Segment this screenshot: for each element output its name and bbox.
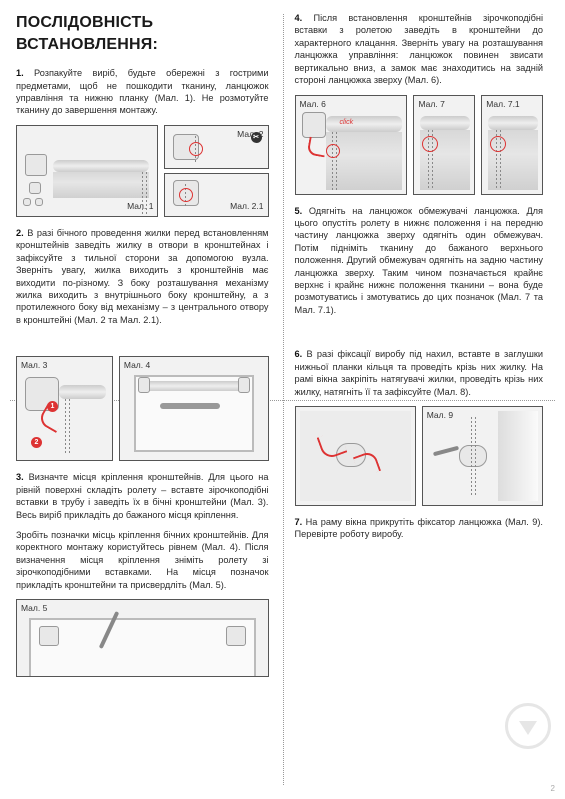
figure-7: Мал. 7 (413, 95, 475, 195)
figure-2: Мал. 2 ✂ (164, 125, 268, 169)
fig4-label: Мал. 4 (124, 360, 150, 371)
left-column: ПОСЛІДОВНІСТЬ ВСТАНОВЛЕННЯ: 1. Розпакуйт… (0, 0, 283, 799)
figure-7-1: Мал. 7.1 (481, 95, 543, 195)
step-3a-text: 3. Визначте місця кріплення кронштейнів.… (16, 471, 269, 521)
figure-8: Мал. 8 (295, 406, 416, 506)
page-title: ПОСЛІДОВНІСТЬ ВСТАНОВЛЕННЯ: (16, 12, 269, 55)
fig-row-1: Мал. 1 Мал. 2 ✂ Мал. 2.1 (16, 125, 269, 217)
fig-row-3: Мал. 5 (16, 599, 269, 677)
fig7-label: Мал. 7 (418, 99, 444, 110)
badge-2: 2 (31, 437, 42, 448)
figure-9: Мал. 9 (422, 406, 543, 506)
step-2-text: 2. В разі бічного проведення жилки перед… (16, 227, 269, 326)
figure-2-1: Мал. 2.1 (164, 173, 268, 217)
click-label: click (340, 118, 354, 127)
figure-5: Мал. 5 (16, 599, 269, 677)
fig6-label: Мал. 6 (300, 99, 326, 110)
step-4-text: 4. Після встановлення кронштейнів зірочк… (295, 12, 544, 87)
figure-1: Мал. 1 (16, 125, 158, 217)
fig1-label: Мал. 1 (127, 201, 153, 212)
fig71-label: Мал. 7.1 (486, 99, 519, 110)
step-6-text: 6. В разі фіксації виробу під нахил, вст… (295, 348, 544, 398)
fig5-label: Мал. 5 (21, 603, 47, 614)
fig9-label: Мал. 9 (427, 410, 453, 421)
figure-6: Мал. 6 click (295, 95, 408, 195)
step-7-text: 7. На раму вікна прикрутіть фіксатор лан… (295, 516, 544, 541)
figure-3: Мал. 3 1 2 (16, 356, 113, 461)
fig-row-5: Мал. 8 Мал. 9 (295, 406, 544, 506)
fig-row-4: Мал. 6 click Мал. 7 Мал. 7.1 (295, 95, 544, 195)
figure-4: Мал. 4 (119, 356, 269, 461)
step-3b-text: Зробіть позначки місць кріплення бічних … (16, 529, 269, 591)
fig3-label: Мал. 3 (21, 360, 47, 371)
page-number: 2 (551, 784, 555, 793)
step-1-text: 1. Розпакуйте виріб, будьте обережні з г… (16, 67, 269, 117)
watermark-icon (505, 703, 551, 749)
fig-row-2: Мал. 3 1 2 Мал. 4 (16, 356, 269, 461)
step-5-text: 5. Одягніть на ланцюжок обмежувачі ланцю… (295, 205, 544, 317)
fig21-label: Мал. 2.1 (230, 201, 263, 212)
